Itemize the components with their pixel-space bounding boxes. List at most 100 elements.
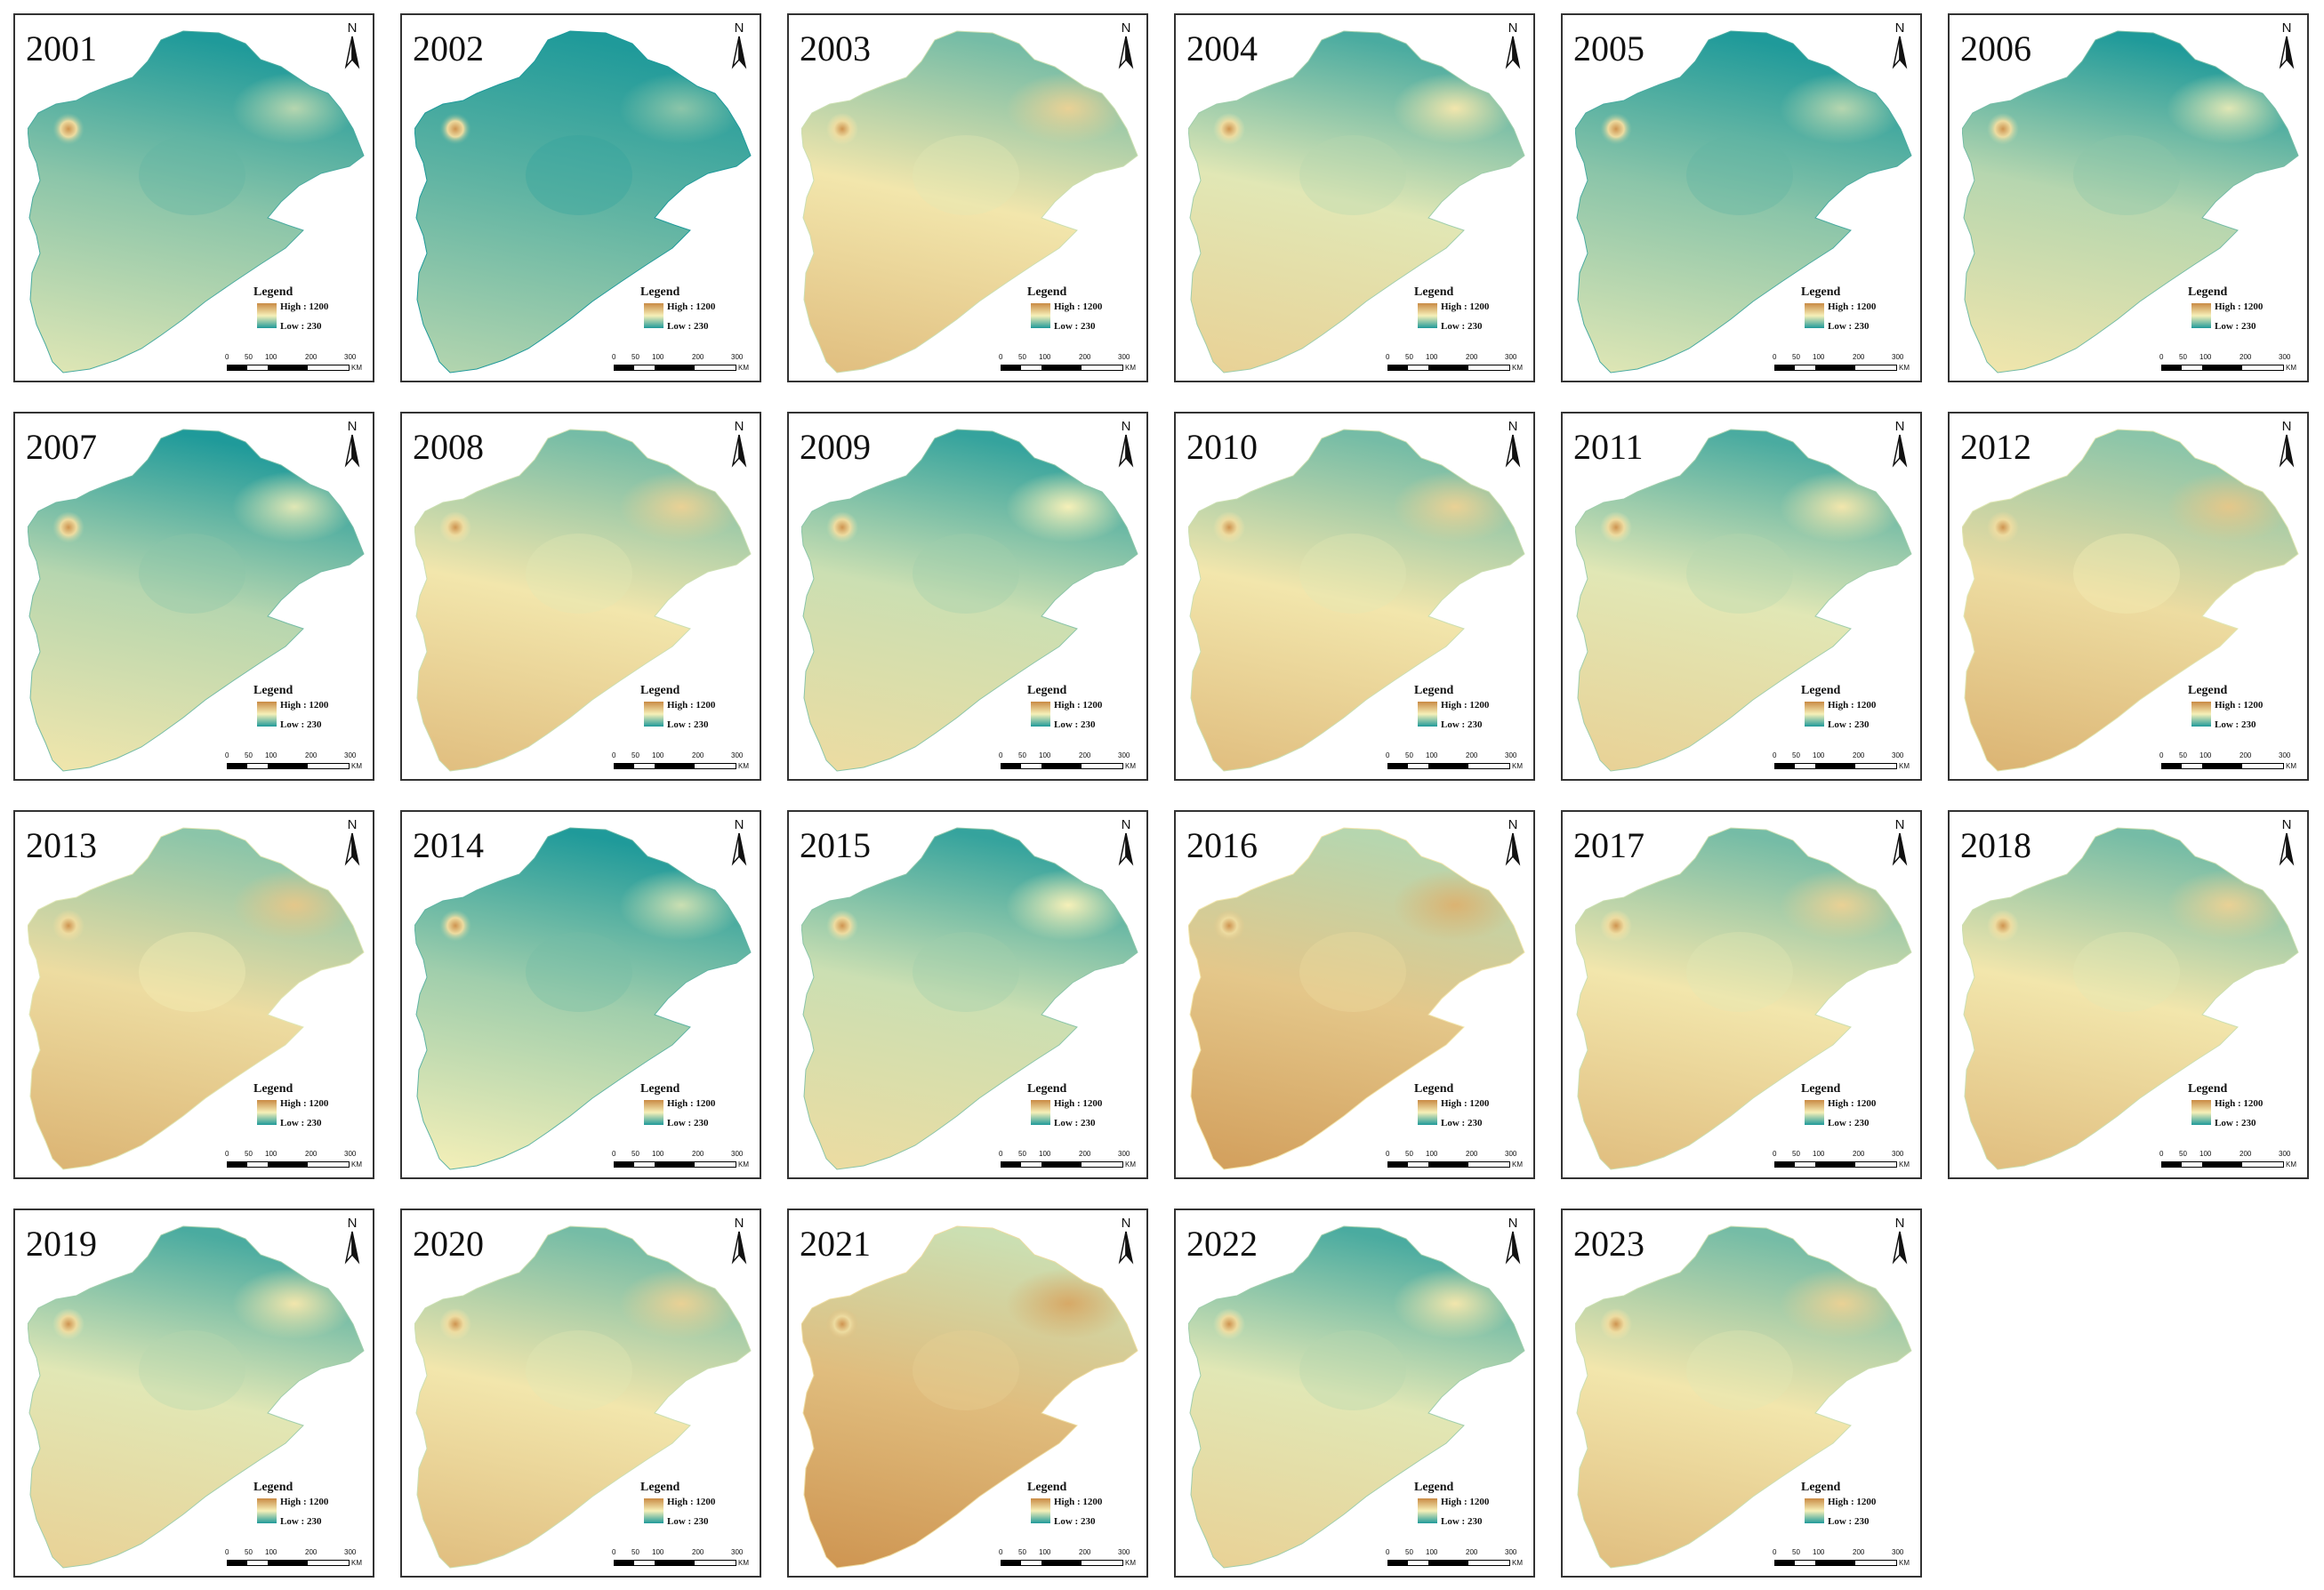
legend-high-label: High : 1200 [1828, 700, 1877, 711]
panel-year: 2010 [1186, 427, 1258, 467]
scale-tick-label: 200 [692, 1150, 704, 1158]
legend: Legend High : 1200 Low : 230 [1414, 285, 1521, 348]
legend-high-label: High : 1200 [1828, 1098, 1877, 1109]
scale-ticks: 0 50 100 200 300 [225, 1548, 356, 1557]
legend-title: Legend [1414, 1082, 1454, 1096]
scale-bar: 0 50 100 200 300 KM [1386, 751, 1532, 778]
legend-high-label: High : 1200 [1441, 1497, 1490, 1507]
scale-ticks: 0 50 100 200 300 [1386, 751, 1516, 760]
scale-tick-label: 50 [1792, 1548, 1800, 1556]
legend-high-label: High : 1200 [2215, 700, 2264, 711]
scale-tick-label: 50 [1792, 751, 1800, 759]
legend: Legend High : 1200 Low : 230 [640, 684, 747, 746]
scale-bar: 0 50 100 200 300 KM [999, 353, 1145, 380]
scale-unit: KM [2286, 1160, 2296, 1168]
map-panel-2001: 2001 N Legend High : 1200 Low : 230 0 50 1… [13, 13, 374, 382]
panel-year: 2007 [26, 427, 97, 467]
legend-gradient [2191, 702, 2211, 727]
scale-tick-label: 100 [1813, 751, 1825, 759]
scale-tick-label: 0 [1386, 353, 1390, 361]
legend-low-label: Low : 230 [1054, 321, 1096, 332]
scale-tick-label: 100 [2199, 1150, 2212, 1158]
scale-tick-label: 100 [1813, 1548, 1825, 1556]
map-panel-2018: 2018 N Legend High : 1200 Low : 230 0 50 1… [1948, 810, 2309, 1179]
legend-gradient [1805, 702, 1824, 727]
legend-low-label: Low : 230 [1054, 719, 1096, 730]
scale-tick-label: 300 [344, 353, 357, 361]
scale-tick-label: 0 [1773, 353, 1777, 361]
scale-tick-label: 200 [692, 751, 704, 759]
legend-title: Legend [640, 285, 680, 299]
scale-bar-graphic [614, 365, 736, 371]
north-arrow-icon: N [1113, 20, 1139, 76]
legend-title: Legend [1801, 285, 1841, 299]
legend: Legend High : 1200 Low : 230 [1027, 285, 1134, 348]
north-arrow-icon: N [339, 20, 366, 76]
map-panel-2011: 2011 N Legend High : 1200 Low : 230 0 50 1… [1561, 412, 1922, 781]
scale-tick-label: 300 [1118, 751, 1130, 759]
legend-gradient [1805, 1498, 1824, 1523]
scale-bar-graphic [227, 1161, 350, 1168]
scale-tick-label: 0 [1773, 751, 1777, 759]
scale-tick-label: 100 [652, 1548, 664, 1556]
legend: Legend High : 1200 Low : 230 [1801, 285, 1908, 348]
scale-bar: 0 50 100 200 300 KM [1773, 751, 1918, 778]
panel-year: 2005 [1573, 28, 1644, 68]
legend-high-label: High : 1200 [1054, 700, 1103, 711]
legend: Legend High : 1200 Low : 230 [1801, 1481, 1908, 1543]
panel-year: 2012 [1960, 427, 2031, 467]
region-map [28, 30, 365, 373]
north-arrow-icon: N [2273, 419, 2300, 474]
map-panel-2007: 2007 N Legend High : 1200 Low : 230 0 50 1… [13, 412, 374, 781]
scale-bar: 0 50 100 200 300 KM [1773, 1150, 1918, 1176]
north-label: N [2281, 419, 2292, 434]
scale-tick-label: 200 [2240, 751, 2252, 759]
scale-tick-label: 200 [1079, 751, 1091, 759]
scale-tick-label: 50 [1792, 353, 1800, 361]
scale-bar-graphic [227, 365, 350, 371]
legend-low-label: Low : 230 [667, 1118, 709, 1128]
scale-tick-label: 100 [265, 751, 277, 759]
legend: Legend High : 1200 Low : 230 [1027, 1481, 1134, 1543]
north-label: N [347, 419, 358, 434]
scale-unit: KM [1125, 762, 1136, 770]
panel-year: 2003 [800, 28, 871, 68]
north-label: N [734, 1216, 744, 1231]
scale-ticks: 0 50 100 200 300 [1773, 353, 1903, 362]
legend-gradient [1418, 1100, 1437, 1125]
scale-tick-label: 0 [612, 751, 616, 759]
scale-ticks: 0 50 100 200 300 [225, 751, 356, 760]
scale-unit: KM [1512, 762, 1523, 770]
legend-gradient [1031, 1498, 1050, 1523]
map-panel-2005: 2005 N Legend High : 1200 Low : 230 0 50 1… [1561, 13, 1922, 382]
scale-tick-label: 200 [305, 751, 318, 759]
legend: Legend High : 1200 Low : 230 [2188, 1082, 2295, 1144]
panel-year: 2019 [26, 1224, 97, 1264]
legend-high-label: High : 1200 [1441, 1098, 1490, 1109]
scale-bar-graphic [1774, 763, 1897, 769]
scale-bar: 0 50 100 200 300 KM [1386, 353, 1532, 380]
legend-gradient [644, 1498, 663, 1523]
scale-tick-label: 0 [1386, 1548, 1390, 1556]
panel-year: 2004 [1186, 28, 1258, 68]
north-label: N [1894, 20, 1905, 36]
scale-unit: KM [1899, 1160, 1910, 1168]
scale-tick-label: 300 [731, 353, 744, 361]
scale-tick-label: 200 [2240, 353, 2252, 361]
legend-high-label: High : 1200 [2215, 301, 2264, 312]
scale-unit: KM [738, 1559, 749, 1567]
north-label: N [1894, 1216, 1905, 1231]
scale-tick-label: 50 [245, 751, 253, 759]
legend: Legend High : 1200 Low : 230 [1801, 1082, 1908, 1144]
region-map [1962, 429, 2299, 772]
scale-bar-graphic [1774, 1560, 1897, 1566]
scale-bar: 0 50 100 200 300 KM [2159, 1150, 2305, 1176]
scale-tick-label: 50 [1792, 1150, 1800, 1158]
legend-title: Legend [1027, 285, 1067, 299]
legend-gradient [2191, 1100, 2211, 1125]
scale-tick-label: 100 [2199, 751, 2212, 759]
scale-tick-label: 200 [1466, 1150, 1478, 1158]
scale-bar-graphic [1387, 365, 1510, 371]
map-panel-2013: 2013 N Legend High : 1200 Low : 230 0 50 1… [13, 810, 374, 1179]
region-map [801, 1225, 1138, 1569]
